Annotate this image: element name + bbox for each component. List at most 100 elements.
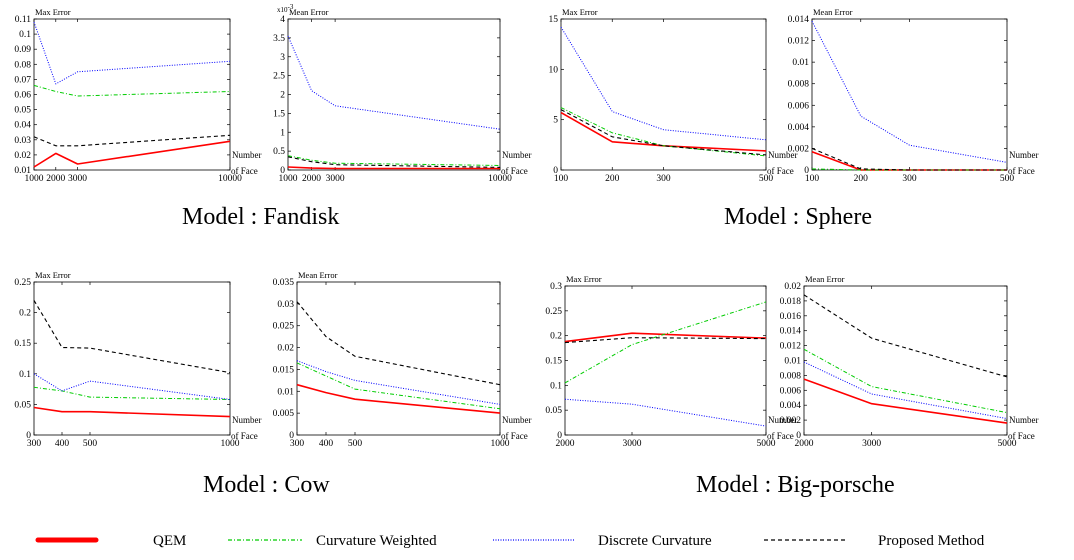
y-tick-label: 0.008	[788, 80, 810, 90]
y-tick-label: 0.01	[792, 58, 809, 68]
y-tick-label: 2	[280, 91, 285, 101]
chart-title: Mean Error	[298, 270, 338, 280]
series-line-proposed-method	[803, 294, 1008, 378]
x-tick-label: 3000	[623, 439, 642, 449]
y-tick-label: 10	[549, 65, 559, 75]
y-tick-label: 0.018	[780, 297, 802, 307]
x-axis-label-line1: Number	[768, 150, 798, 160]
y-tick-label: 0.1	[19, 370, 31, 380]
legend-item-qem: QEM	[35, 533, 186, 549]
y-tick-label: 0.09	[14, 45, 31, 55]
x-tick-label: 500	[348, 439, 363, 449]
x-axis-label-line2: of Face	[231, 431, 258, 441]
y-tick-label: 0.15	[545, 357, 562, 367]
y-tick-label: 0.1	[550, 381, 562, 391]
y-tick-label: 0.014	[788, 15, 810, 25]
plot-frame	[296, 281, 501, 436]
series-line-proposed-method	[287, 156, 501, 168]
y-tick-label: 0.05	[14, 106, 31, 116]
plot-frame	[33, 281, 231, 436]
x-axis-label-line1: Number	[502, 150, 532, 160]
x-tick-label: 400	[55, 439, 70, 449]
y-tick-label: 0	[557, 431, 562, 441]
series-line-qem	[564, 332, 767, 343]
y-tick-label: 0	[26, 431, 31, 441]
series-line-qem	[33, 406, 231, 418]
y-tick-label: 0.01	[784, 357, 801, 367]
y-tick-label: 0	[796, 431, 801, 441]
series-line-curvature-weighted	[33, 386, 231, 400]
chart-title: Max Error	[562, 7, 598, 17]
y-tick-label: 0.035	[273, 278, 295, 288]
x-axis-label-line1: Number	[768, 415, 798, 425]
y-tick-label: 4	[280, 15, 285, 25]
legend-label: QEM	[153, 533, 186, 549]
x-tick-label: 200	[605, 174, 620, 184]
x-tick-label: 300	[656, 174, 671, 184]
chart-sphere-mean-error: Mean Error 0 0.002 0.004 0.006 0.008 0.01 0.012…	[788, 7, 1039, 184]
x-axis-label-line2: of Face	[231, 166, 258, 176]
chart-cow-max-error: Max Error 0 0.05 0.1 0.15 0.2 0.25 300 400 500 100…	[14, 270, 261, 449]
chart-big-porsche-mean-error: Mean Error 0 0.002 0.004 0.006 0.008 0.01 0.012…	[780, 274, 1039, 449]
x-tick-label: 300	[902, 174, 917, 184]
chart-title: Max Error	[35, 7, 71, 17]
legend-label: Discrete Curvature	[598, 533, 712, 549]
plot-frame	[287, 18, 501, 171]
model-caption-big-porsche: Model : Big-porsche	[696, 472, 895, 498]
x-tick-label: 400	[319, 439, 334, 449]
chart-title: Max Error	[566, 274, 602, 284]
series-line-qem	[560, 111, 767, 152]
y-tick-label: 3.5	[273, 34, 285, 44]
x-tick-label: 2000	[556, 439, 575, 449]
x-tick-label: 300	[27, 439, 42, 449]
series-line-discrete-curvature	[811, 20, 1008, 163]
x-axis-label-line1: Number	[1009, 150, 1039, 160]
series-line-discrete-curvature	[296, 360, 501, 405]
y-tick-label: 15	[549, 15, 559, 25]
y-tick-label: 0.04	[14, 121, 31, 131]
x-tick-label: 1000	[221, 439, 240, 449]
y-tick-label: 0.025	[273, 322, 295, 332]
x-tick-label: 5000	[757, 439, 776, 449]
series-line-discrete-curvature	[564, 398, 767, 427]
y-tick-label: 0.15	[14, 339, 31, 349]
x-tick-label: 300	[290, 439, 305, 449]
y-tick-label: 0.07	[14, 75, 31, 85]
series-line-curvature-weighted	[564, 301, 767, 384]
series-line-proposed-method	[564, 337, 767, 344]
y-tick-label: 0.03	[14, 136, 31, 146]
plot-frame	[803, 285, 1008, 436]
legend-item-discrete-curvature: Discrete Curvature	[493, 533, 712, 549]
x-tick-label: 500	[83, 439, 98, 449]
model-caption-sphere: Model : Sphere	[724, 204, 872, 230]
series-line-proposed-method	[33, 300, 231, 374]
x-axis-label-line2: of Face	[1008, 166, 1035, 176]
series-line-qem	[296, 383, 501, 414]
y-tick-label: 0.25	[14, 278, 31, 288]
y-tick-label: 0.25	[545, 307, 562, 317]
x-tick-label: 2000	[795, 439, 814, 449]
x-tick-label: 500	[759, 174, 774, 184]
x-tick-label: 1000	[25, 174, 44, 184]
y-tick-label: 0.015	[273, 365, 295, 375]
legend: QEM Curvature Weighted Discrete Curvature P…	[35, 533, 985, 549]
y-tick-label: 0.05	[14, 400, 31, 410]
y-tick-label: 0.03	[277, 300, 294, 310]
y-tick-label: 0.016	[780, 312, 802, 322]
y-tick-label: 0.006	[788, 101, 810, 111]
x-tick-label: 3000	[68, 174, 87, 184]
y-tick-label: 0.005	[273, 409, 295, 419]
y-tick-label: 0.004	[788, 123, 810, 133]
x-tick-label: 200	[854, 174, 869, 184]
y-tick-label: 0.012	[780, 342, 802, 352]
series-line-discrete-curvature	[560, 26, 767, 141]
chart-title: Mean Error	[813, 7, 853, 17]
y-tick-label: 1	[280, 128, 285, 138]
plot-frame	[560, 18, 767, 171]
y-tick-label: 0.004	[780, 401, 802, 411]
y-tick-label: 0.014	[780, 327, 802, 337]
series-line-discrete-curvature	[287, 35, 501, 130]
